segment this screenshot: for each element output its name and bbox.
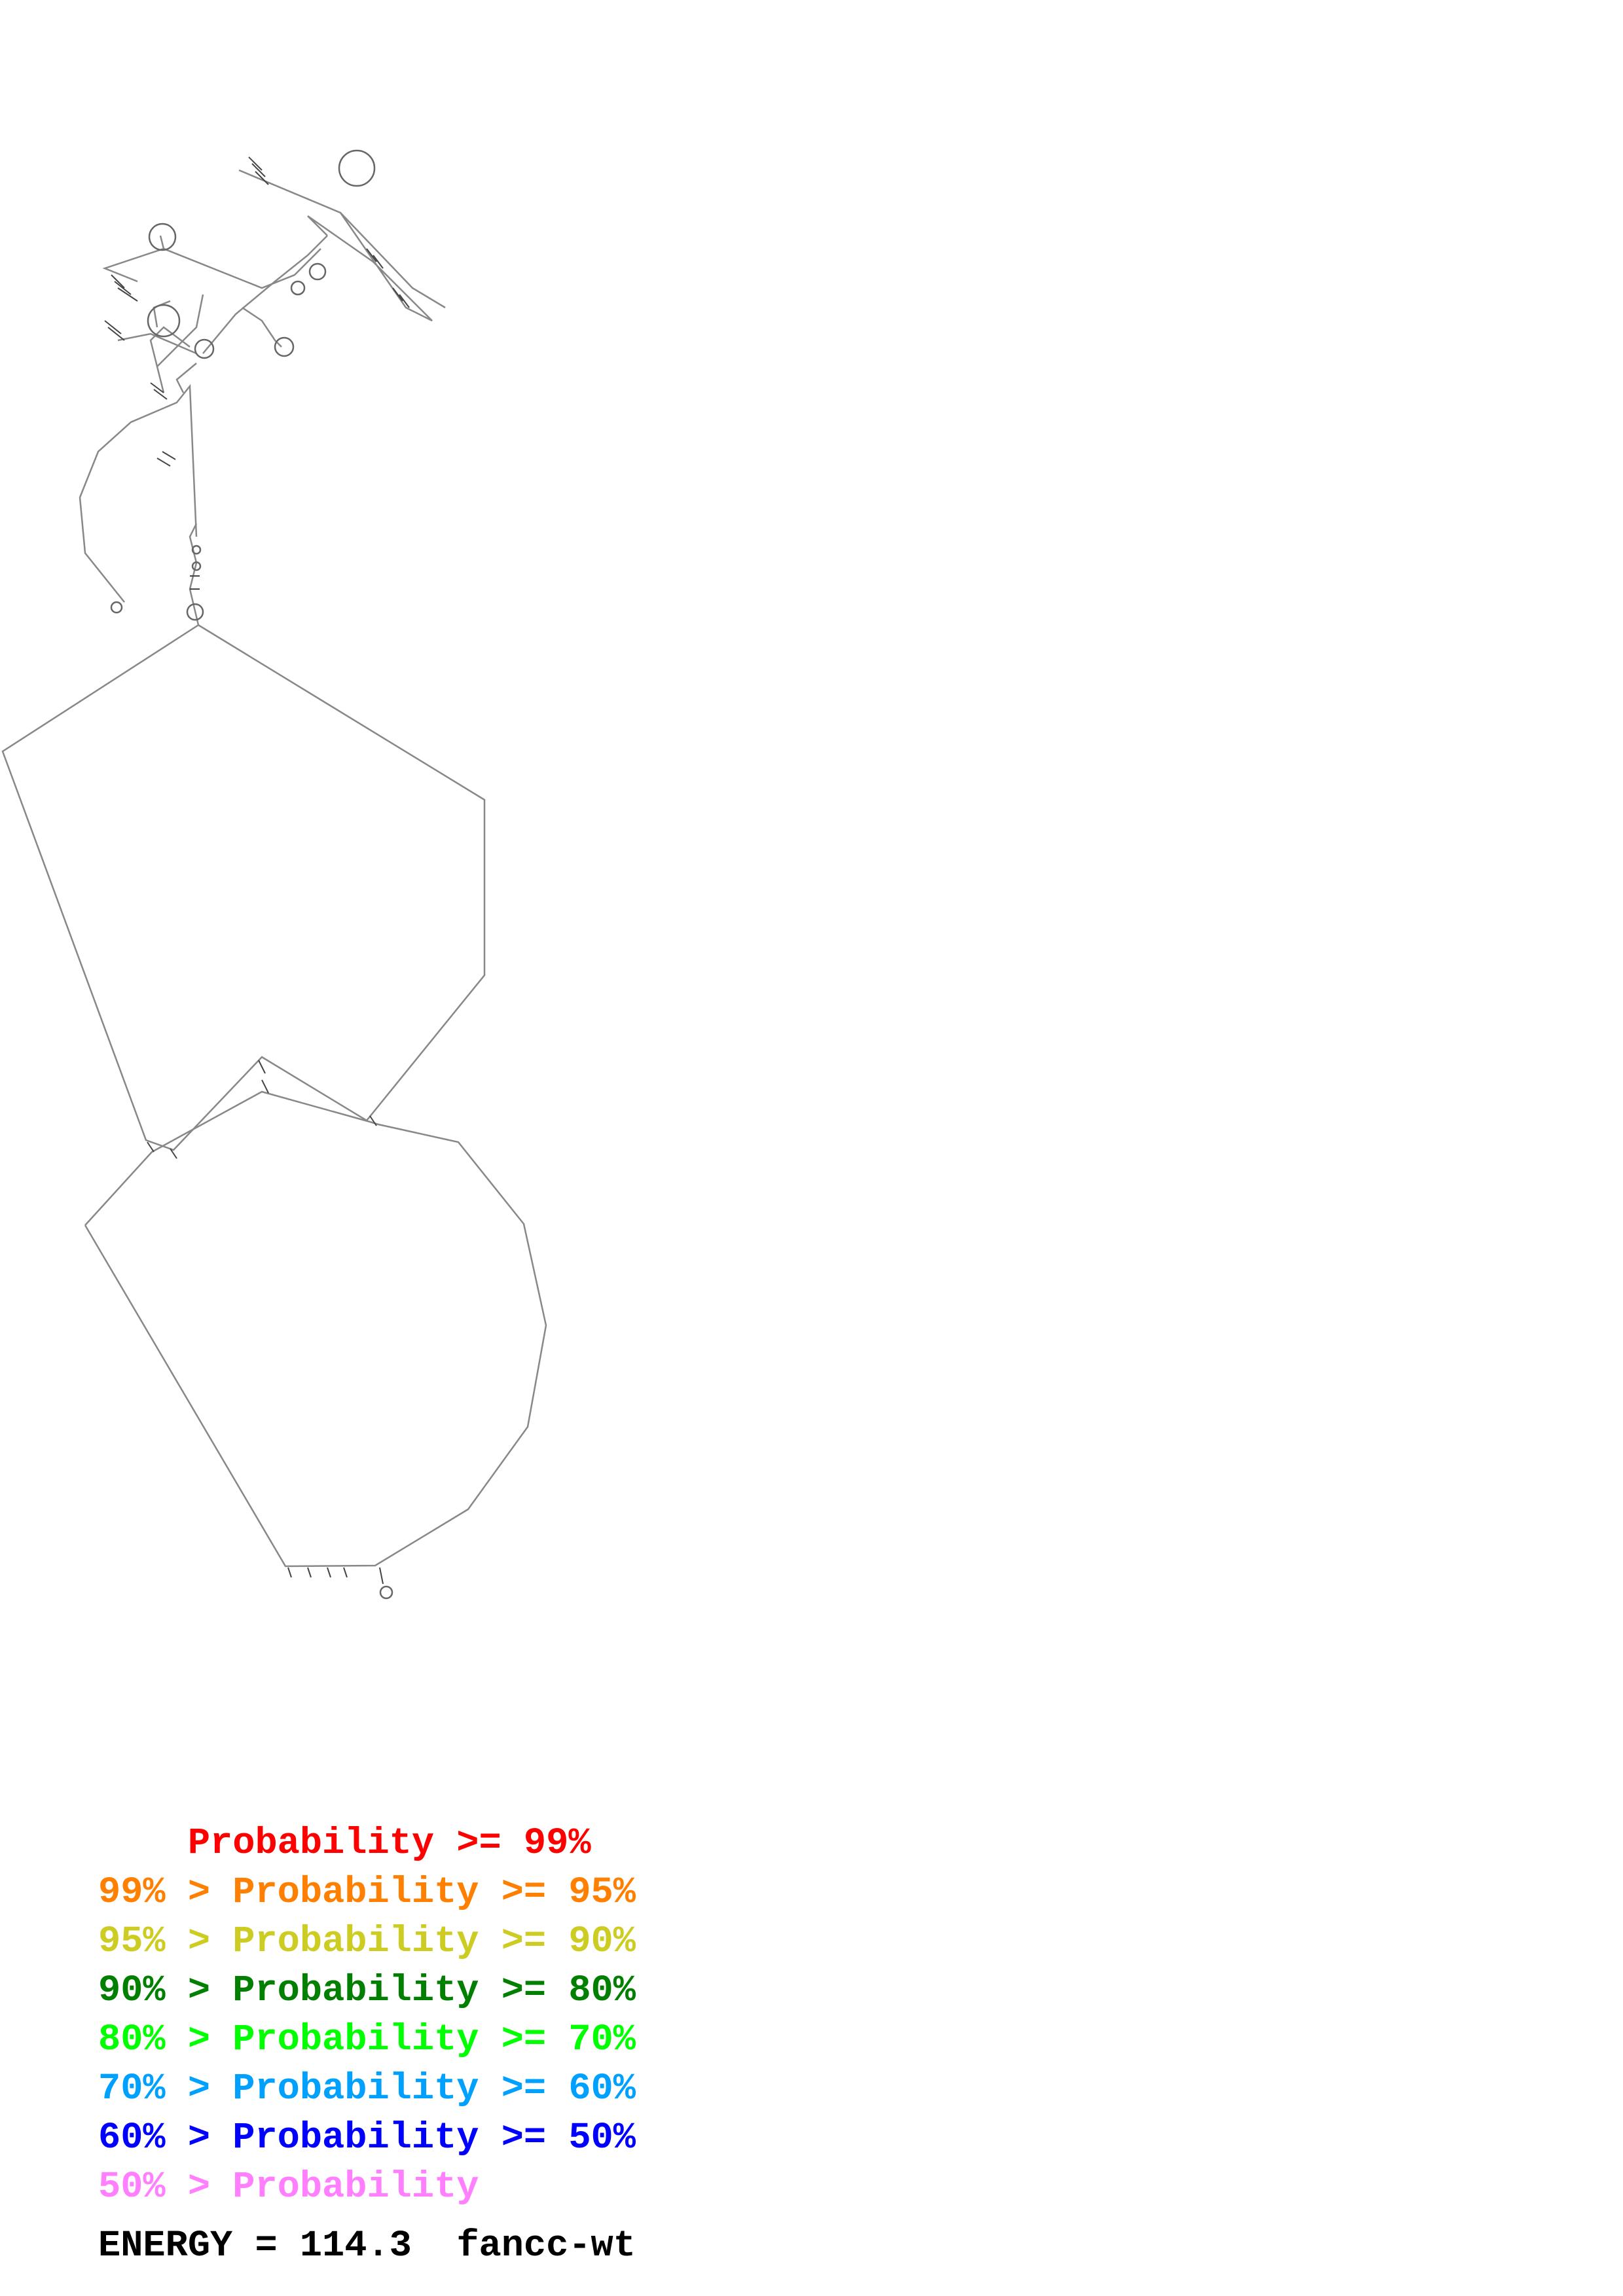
legend-prefix <box>98 1823 188 1865</box>
sequence-name: fancc-wt <box>456 2225 636 2267</box>
legend-prefix: 99% > <box>98 1872 233 1914</box>
legend-text: Probability >= 80% <box>232 1970 636 2012</box>
structure-hairpin-loops <box>110 149 393 1600</box>
legend-row: 90% > Probability >= 80% <box>98 1967 636 2016</box>
legend-prefix: 95% > <box>98 1921 233 1963</box>
legend-row: 95% > Probability >= 90% <box>98 1918 636 1967</box>
legend-text: Probability <box>232 2166 479 2208</box>
legend-row: 50% > Probability <box>98 2163 636 2212</box>
legend-text: Probability >= 90% <box>232 1921 636 1963</box>
legend-prefix: 50% > <box>98 2166 233 2208</box>
legend-row: 99% > Probability >= 95% <box>98 1869 636 1918</box>
legend-text: Probability >= 70% <box>232 2019 636 2061</box>
structure-backbone <box>1 169 547 1568</box>
legend-prefix: 60% > <box>98 2117 233 2159</box>
energy-footer: ENERGY = 114.3 fancc-wt <box>98 2225 636 2267</box>
probability-legend: Probability >= 99% 99% > Probability >= 9… <box>98 1820 636 2212</box>
legend-prefix: 90% > <box>98 1970 233 2012</box>
structure-stem-ticks <box>104 156 410 1585</box>
legend-prefix: 70% > <box>98 2068 233 2110</box>
rna-secondary-structure <box>1 149 547 1600</box>
legend-row: 60% > Probability >= 50% <box>98 2114 636 2163</box>
energy-label: ENERGY = 114.3 <box>98 2225 412 2267</box>
legend-text: Probability >= 50% <box>232 2117 636 2159</box>
legend-prefix: 80% > <box>98 2019 233 2061</box>
legend-text: Probability >= 60% <box>232 2068 636 2110</box>
legend-row: 70% > Probability >= 60% <box>98 2065 636 2114</box>
legend-row: Probability >= 99% <box>98 1820 636 1869</box>
legend-text: Probability >= 99% <box>187 1823 591 1865</box>
legend-text: Probability >= 95% <box>232 1872 636 1914</box>
legend-row: 80% > Probability >= 70% <box>98 2016 636 2065</box>
